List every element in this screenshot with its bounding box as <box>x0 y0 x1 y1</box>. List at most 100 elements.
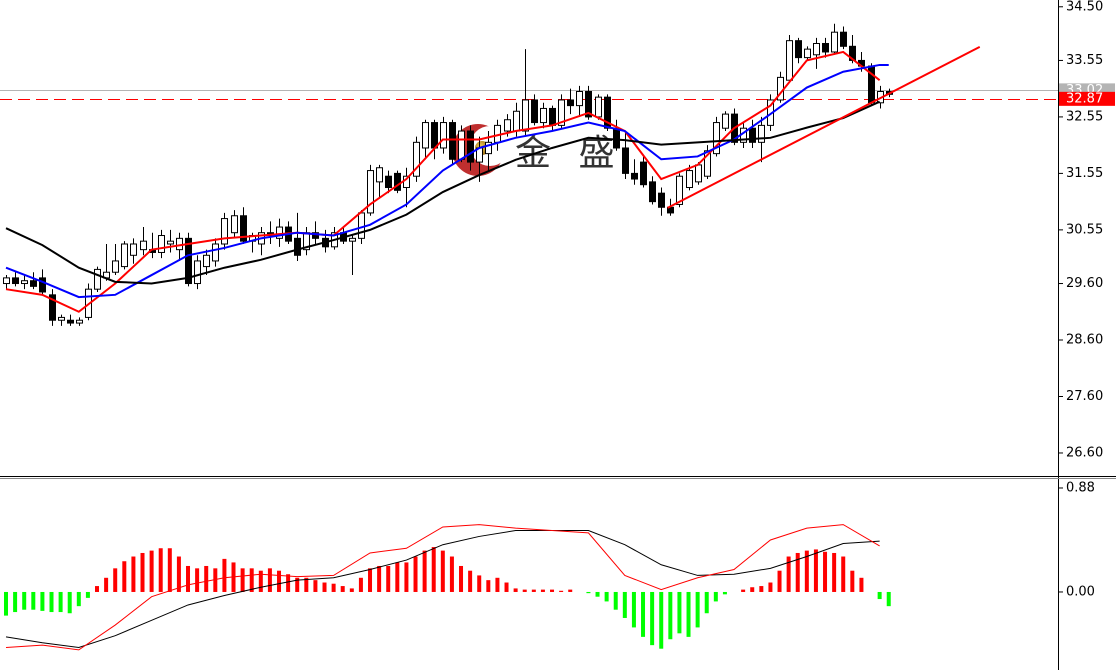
moving-average <box>5 50 881 313</box>
macd-bar <box>222 558 227 592</box>
candle-body <box>112 260 119 273</box>
candle-body <box>804 48 811 59</box>
macd-bar <box>76 591 81 607</box>
candle-body <box>686 170 693 189</box>
macd-bar <box>286 574 291 592</box>
candle-body <box>840 31 847 47</box>
macd-bar <box>131 556 136 592</box>
candle-body <box>121 243 128 268</box>
candle-body <box>431 122 438 149</box>
candle-body <box>367 170 374 214</box>
candle-body <box>158 235 165 253</box>
macd-bar <box>795 552 800 592</box>
macd-bar <box>40 591 45 611</box>
candle-body <box>467 130 474 163</box>
candle-body <box>12 277 19 285</box>
candle-body <box>658 192 665 208</box>
macd-bar <box>85 591 90 598</box>
moving-average <box>5 100 881 285</box>
candle-body <box>758 124 765 143</box>
candle-body <box>676 175 683 205</box>
candle-body <box>194 260 201 285</box>
macd-bar <box>413 556 418 592</box>
macd-bar <box>277 570 282 592</box>
macd-bar <box>586 591 591 594</box>
macd-bar <box>668 591 673 640</box>
macd-bar <box>613 591 618 610</box>
candle-body <box>67 319 74 324</box>
y-tick-label: 32.55 <box>1066 109 1103 124</box>
candle-body <box>130 243 137 256</box>
macd-bar <box>568 589 573 592</box>
candle-body <box>513 110 520 132</box>
macd-bar <box>595 591 600 597</box>
macd-bar <box>95 586 100 592</box>
candle-body <box>385 175 392 189</box>
y-tick-label: 29.60 <box>1066 276 1103 291</box>
macd-bar <box>440 550 445 592</box>
macd-bar <box>486 580 491 592</box>
macd-bar <box>195 568 200 592</box>
macd-bar <box>4 591 9 616</box>
candle-body <box>94 268 101 290</box>
macd-bar <box>167 548 172 592</box>
candle-body <box>813 42 820 56</box>
macd-bar <box>677 591 682 634</box>
candle-body <box>595 96 602 118</box>
candle-body <box>649 181 656 203</box>
macd-bar <box>477 575 482 592</box>
candle-body <box>531 99 538 124</box>
macd-pane <box>4 524 891 651</box>
candle-body <box>622 147 629 174</box>
macd-bar <box>768 582 773 592</box>
candle-body <box>440 122 447 149</box>
macd-bar <box>459 565 464 592</box>
macd-bar <box>650 591 655 646</box>
macd-bar <box>832 552 837 592</box>
macd-bar <box>104 577 109 592</box>
y-tick-label: 27.60 <box>1066 389 1103 404</box>
macd-bar <box>140 552 145 592</box>
macd-bar <box>176 556 181 592</box>
macd-bar <box>213 568 218 592</box>
macd-bar <box>859 577 864 592</box>
candle-body <box>449 122 456 160</box>
candle-body <box>394 172 401 191</box>
macd-line <box>5 524 880 651</box>
y-tick-label: 0.00 <box>1066 584 1095 599</box>
macd-bar <box>349 588 354 592</box>
candle-body <box>58 316 65 321</box>
y-tick-label: 34.50 <box>1066 0 1103 14</box>
candle-body <box>485 141 492 155</box>
candle-body <box>140 240 147 251</box>
macd-bar <box>550 589 555 592</box>
macd-bar <box>258 570 263 592</box>
macd-bar <box>713 591 718 602</box>
macd-bar <box>31 591 36 610</box>
macd-bar <box>786 556 791 592</box>
macd-bar <box>249 568 254 592</box>
candle-body <box>458 130 465 160</box>
macd-line <box>5 530 880 649</box>
moving-average <box>5 63 889 299</box>
candle-body <box>695 164 702 183</box>
macd-bar <box>504 582 509 592</box>
candle-body <box>294 237 301 256</box>
candle-body <box>849 45 856 61</box>
macd-bar <box>559 590 564 592</box>
candle-body <box>631 172 638 180</box>
candle-body <box>30 280 37 287</box>
macd-bar <box>431 547 436 592</box>
price-label-box <box>1059 91 1115 106</box>
macd-bar <box>49 591 54 613</box>
y-tick-label: 26.60 <box>1066 445 1103 460</box>
macd-bar <box>404 562 409 592</box>
macd-bar <box>449 556 454 592</box>
y-tick-label: 0.88 <box>1066 480 1095 495</box>
candle-body <box>640 161 647 186</box>
macd-bar <box>240 568 245 592</box>
candle-body <box>576 90 583 107</box>
candle-body <box>240 215 247 242</box>
